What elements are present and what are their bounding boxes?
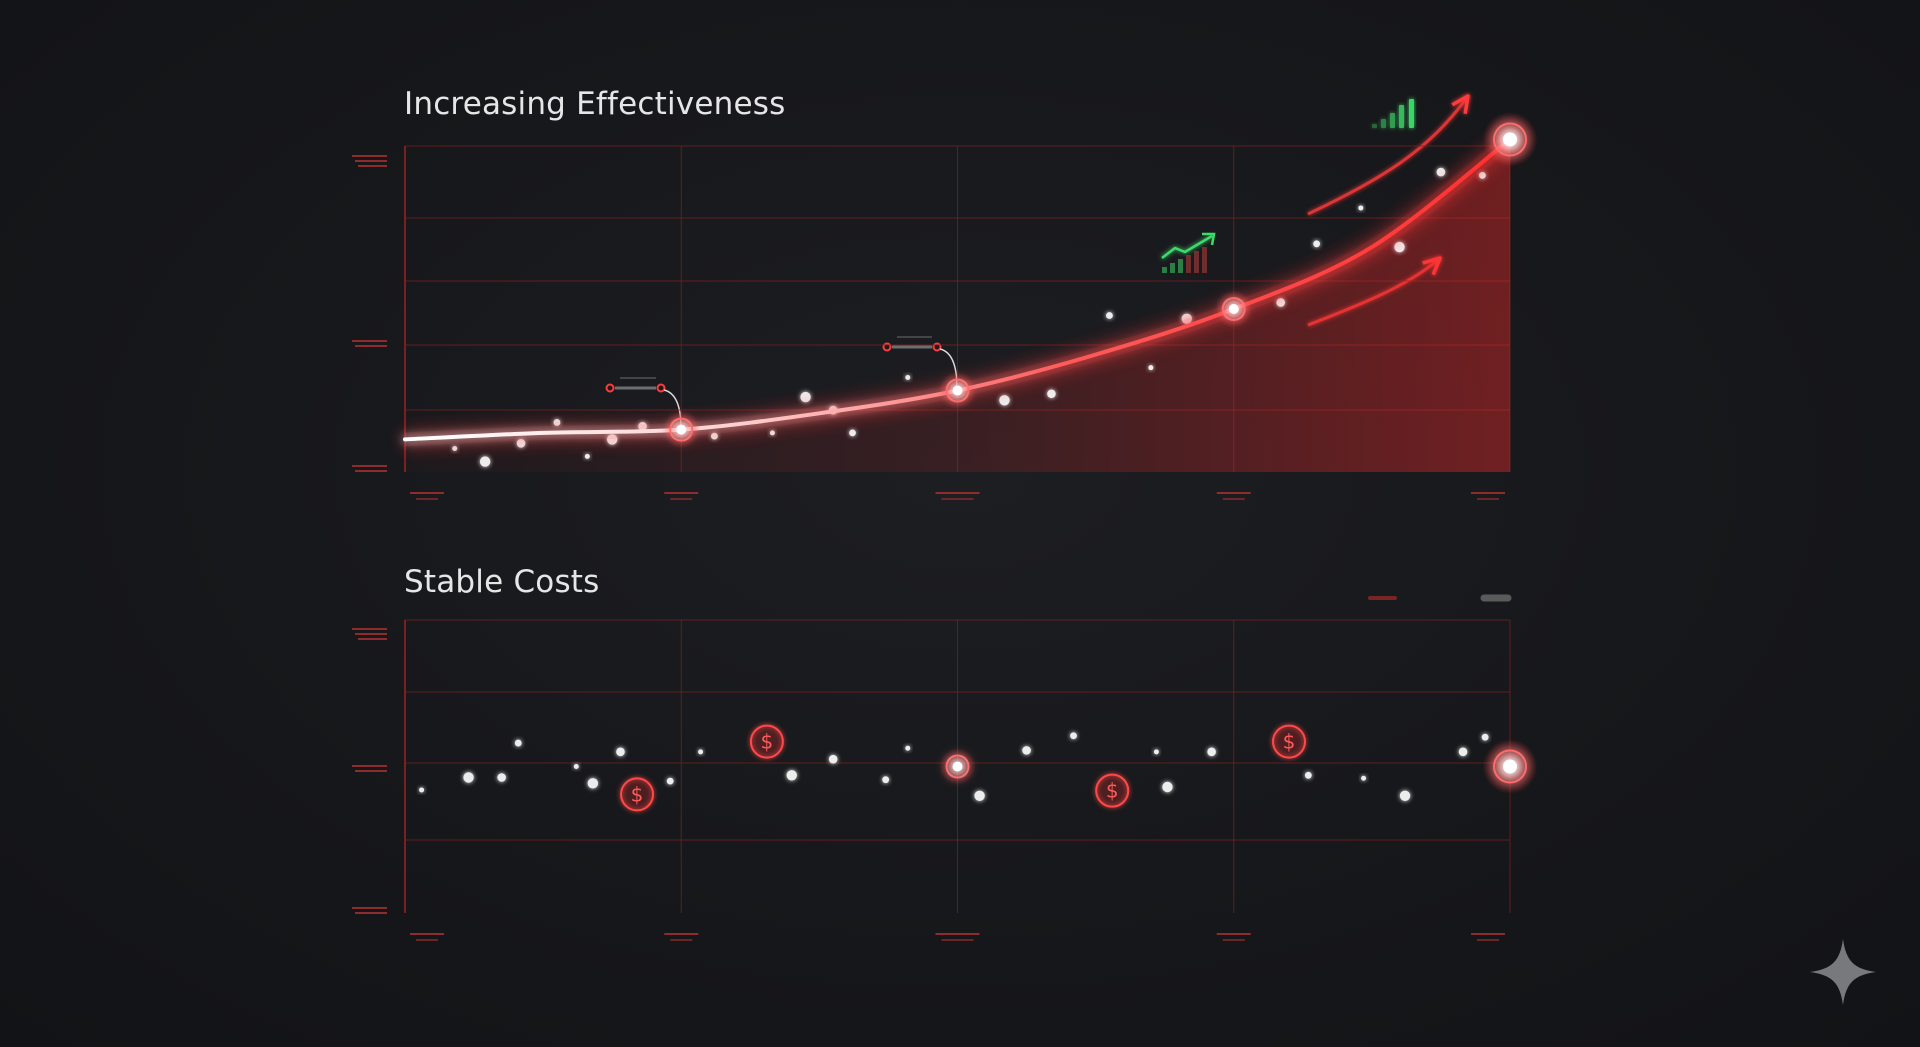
scatter-point [553,419,561,426]
highlight-point [1228,304,1239,314]
scatter-point [1047,389,1056,399]
scatter-point [1361,775,1367,781]
area-fill [405,139,1510,473]
scatter-point [974,790,985,801]
scatter-point [849,429,856,437]
scatter-point [1481,733,1489,741]
scatter-point [419,787,425,793]
scatter-point [584,453,590,459]
scatter-point [698,749,704,755]
scatter-point [463,772,474,783]
highlight-point [1503,759,1517,774]
scatter-point [1399,790,1411,801]
highlight-ring [1221,297,1246,321]
trend-arrow [1307,94,1470,216]
svg-text:$: $ [1283,730,1296,754]
highlight-ring [669,417,694,442]
dollar-coin-icon: $ [620,777,655,812]
svg-text:$: $ [1106,779,1119,803]
bar-growth-icon [1161,232,1216,273]
scatter-point [514,739,522,747]
scatter-point [666,777,674,785]
scatter-point [800,391,811,403]
scatter-point [616,747,625,757]
scatter-point [516,439,526,448]
scatter-point [1304,771,1312,779]
scatter-point [1394,241,1405,253]
scatter-point [479,456,491,467]
dollar-coin-icon: $ [749,724,784,759]
scatter-point [769,430,775,436]
scatter-point [1478,171,1486,179]
scatter-point [1162,781,1173,793]
dollar-coin-icon: $ [1272,724,1306,759]
scatter-point [999,395,1010,406]
scatter-point [1070,732,1077,740]
chart-title-costs: Stable Costs [404,564,600,600]
signal-bars-icon [1372,99,1414,128]
scatter-point [1358,205,1364,211]
scatter-point [1458,747,1468,757]
scatter-point [1153,749,1159,755]
scatter-point [1436,167,1446,177]
svg-text:$: $ [631,782,644,806]
chart-title-effectiveness: Increasing Effectiveness [404,86,786,122]
highlight-ring [1493,122,1527,157]
scatter-point [587,778,599,789]
scatter-point [1313,240,1321,248]
highlight-point [1503,132,1517,147]
scatter-point [1276,298,1286,307]
scatter-point [1148,365,1154,371]
highlight-point [952,385,963,396]
plot-frame [352,619,1511,941]
scatter-point [905,374,911,380]
scatter-point [497,773,506,782]
highlight-ring [945,378,970,403]
scatter-point [452,446,458,452]
highlight-ring [1493,749,1527,784]
scatter-point [1106,312,1113,319]
scatter-point [882,776,890,784]
scatter-point [1022,746,1031,755]
highlight-point [676,424,687,435]
scatter-point [1207,747,1216,757]
highlight-point [952,761,963,772]
dollar-coin-icon: $ [1095,773,1130,808]
scatter-point [711,432,718,440]
scatter-point [905,745,911,751]
svg-text:$: $ [761,730,774,754]
sparkle-icon [1810,939,1876,1005]
highlight-ring [945,754,970,779]
